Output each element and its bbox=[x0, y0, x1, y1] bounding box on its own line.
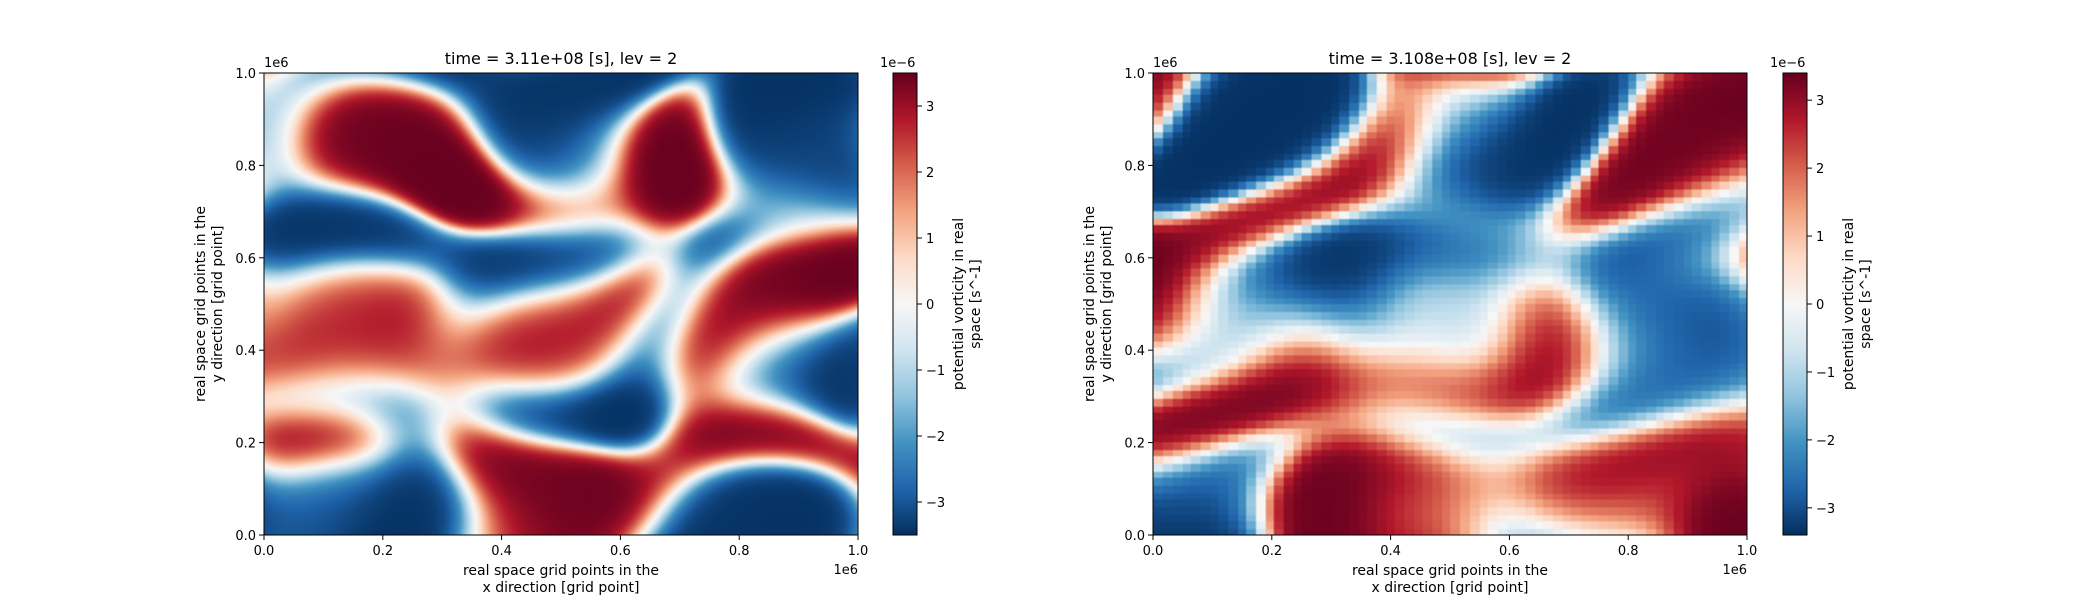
x-tick-label: 0.8 bbox=[729, 544, 750, 559]
panel-2-x-label-line-2: x direction [grid point] bbox=[1371, 580, 1528, 596]
panel-1-colorbar-offset: 1e−6 bbox=[880, 56, 915, 71]
y-tick-label: 1.0 bbox=[235, 67, 256, 82]
panel-2-y-offset: 1e6 bbox=[1153, 56, 1178, 71]
y-tick-label: 0.2 bbox=[235, 437, 256, 452]
y-tick-label: 1.0 bbox=[1124, 67, 1145, 82]
x-tick-label: 0.6 bbox=[610, 544, 631, 559]
colorbar-tick-label: 0 bbox=[926, 298, 934, 313]
panel-1-colorbar-label-line-2: space [s^-1] bbox=[968, 259, 984, 348]
x-tick-label: 0.2 bbox=[372, 544, 393, 559]
colorbar-tick-label: 1 bbox=[926, 232, 934, 247]
colorbar-tick-label: 2 bbox=[926, 166, 934, 181]
colorbar-tick-label: −2 bbox=[1816, 434, 1835, 449]
colorbar-tick-label: −1 bbox=[926, 364, 945, 379]
y-tick-label: 0.8 bbox=[235, 159, 256, 174]
panel-2-colorbar-label-line-2: space [s^-1] bbox=[1858, 259, 1874, 348]
panel-1-y-label-line-2: y direction [grid point] bbox=[210, 225, 226, 382]
x-tick-label: 1.0 bbox=[848, 544, 869, 559]
colorbar-tick-label: −3 bbox=[1816, 502, 1835, 517]
panel-1-x-label-line-2: x direction [grid point] bbox=[482, 580, 639, 596]
panel-1-y-offset: 1e6 bbox=[264, 56, 289, 71]
colorbar-tick-label: 3 bbox=[1816, 94, 1824, 109]
panel-2: time = 3.108e+08 [s], lev = 2 0.0 0.2 0.4 0… bbox=[1082, 49, 1874, 596]
y-tick-label: 0.4 bbox=[235, 344, 256, 359]
y-tick-label: 0.8 bbox=[1124, 159, 1145, 174]
panel-1-heatmap bbox=[264, 73, 858, 535]
y-tick-label: 0.4 bbox=[1124, 344, 1145, 359]
panel-2-x-offset: 1e6 bbox=[1722, 563, 1747, 578]
panel-2-plot-frame bbox=[1152, 72, 1748, 536]
x-tick-label: 0.6 bbox=[1499, 544, 1520, 559]
panel-1-plot-frame bbox=[263, 72, 859, 536]
panel-2-x-ticks: 0.0 0.2 0.4 0.6 0.8 1.0 bbox=[1143, 535, 1758, 559]
panel-2-y-label-line-1: real space grid points in the bbox=[1082, 206, 1098, 402]
panel-2-colorbar-ticks: −3 −2 −1 0 1 2 3 bbox=[1807, 94, 1835, 517]
x-tick-label: 1.0 bbox=[1737, 544, 1758, 559]
panel-2-title: time = 3.108e+08 [s], lev = 2 bbox=[1329, 49, 1572, 68]
x-tick-label: 0.0 bbox=[1143, 544, 1164, 559]
x-tick-label: 0.4 bbox=[1380, 544, 1401, 559]
panel-1-x-offset: 1e6 bbox=[833, 563, 858, 578]
colorbar-tick-label: −2 bbox=[926, 430, 945, 445]
panel-1-title: time = 3.11e+08 [s], lev = 2 bbox=[445, 49, 678, 68]
x-tick-label: 0.4 bbox=[491, 544, 512, 559]
y-tick-label: 0.2 bbox=[1124, 437, 1145, 452]
panel-2-colorbar-offset: 1e−6 bbox=[1770, 56, 1805, 71]
colorbar-tick-label: 2 bbox=[1816, 162, 1824, 177]
panel-1-x-label-line-1: real space grid points in the bbox=[463, 563, 659, 579]
panel-2-y-label-line-2: y direction [grid point] bbox=[1099, 225, 1115, 382]
y-tick-label: 0.0 bbox=[1124, 529, 1145, 544]
panel-2-colorbar-label-line-1: potential vorticity in real bbox=[1841, 218, 1857, 390]
y-tick-label: 0.0 bbox=[235, 529, 256, 544]
colorbar-tick-label: 3 bbox=[926, 100, 934, 115]
y-tick-label: 0.6 bbox=[1124, 252, 1145, 267]
panel-2-x-label-line-1: real space grid points in the bbox=[1352, 563, 1548, 579]
panel-1-y-ticks: 0.0 0.2 0.4 0.6 0.8 1.0 bbox=[235, 67, 264, 544]
panel-1: time = 3.11e+08 [s], lev = 2 0.0 0.2 0.4 0.… bbox=[193, 49, 984, 596]
x-tick-label: 0.8 bbox=[1618, 544, 1639, 559]
panel-1-x-ticks: 0.0 0.2 0.4 0.6 0.8 1.0 bbox=[254, 535, 869, 559]
panel-1-y-label-line-1: real space grid points in the bbox=[193, 206, 209, 402]
x-tick-label: 0.0 bbox=[254, 544, 275, 559]
colorbar-tick-label: −3 bbox=[926, 496, 945, 511]
colorbar-tick-label: 1 bbox=[1816, 230, 1824, 245]
panel-1-colorbar-ticks: −3 −2 −1 0 1 2 3 bbox=[917, 100, 945, 511]
panel-2-heatmap bbox=[1153, 73, 1747, 535]
x-tick-label: 0.2 bbox=[1261, 544, 1282, 559]
panel-2-y-ticks: 0.0 0.2 0.4 0.6 0.8 1.0 bbox=[1124, 67, 1153, 544]
panel-1-colorbar-label-line-1: potential vorticity in real bbox=[951, 218, 967, 390]
y-tick-label: 0.6 bbox=[235, 252, 256, 267]
panel-2-colorbar bbox=[1783, 73, 1807, 535]
colorbar-tick-label: 0 bbox=[1816, 298, 1824, 313]
colorbar-tick-label: −1 bbox=[1816, 366, 1835, 381]
panel-1-colorbar bbox=[893, 73, 917, 535]
